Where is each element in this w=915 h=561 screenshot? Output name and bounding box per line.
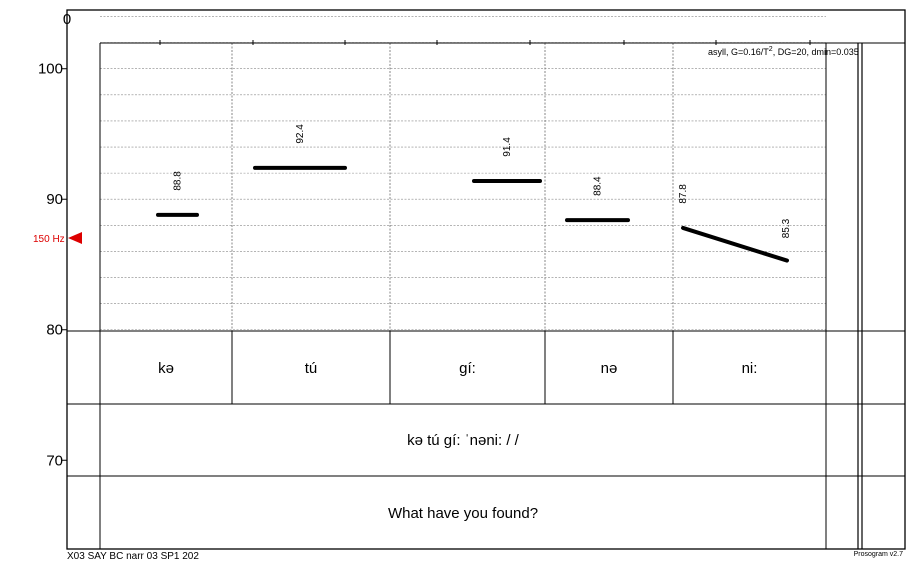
y-tick-label: 100 — [38, 61, 63, 78]
minor-grid — [100, 17, 826, 330]
reference-marker: 150 Hz — [33, 232, 82, 245]
syllable-label: kə — [158, 360, 174, 377]
syllable-label: nə — [601, 360, 618, 377]
syllable-tier: kə tú gí: nə ni: — [158, 360, 757, 377]
syllable-label: ni: — [742, 360, 758, 377]
syllable-label: gí: — [459, 360, 476, 377]
plot-frame — [67, 10, 905, 549]
pitch-value-label: 87.8 — [678, 184, 689, 204]
pitch-value-label: 92.4 — [295, 124, 306, 144]
pitch-value-label: 91.4 — [502, 137, 513, 157]
transcription: kə tú gí: ˈnəni: / / — [407, 432, 520, 449]
reference-label: 150 Hz — [33, 234, 65, 245]
header-note: asyll, G=0.16/T2, DG=20, dmin=0.035 — [708, 46, 859, 57]
reference-arrow-icon — [68, 232, 82, 244]
y-tick-label: 80 — [46, 322, 63, 339]
y-axis-top-label: 0 — [63, 11, 71, 28]
pitch-value-label: 88.8 — [173, 171, 184, 191]
y-tick-label: 70 — [46, 452, 63, 469]
pitch-value-label: 85.3 — [781, 218, 792, 238]
pitch-value-label: 88.4 — [593, 176, 604, 196]
syllable-boundaries — [100, 43, 862, 549]
translation: What have you found? — [388, 505, 538, 522]
y-tick-label: 90 — [46, 191, 63, 208]
pitch-nuclei — [158, 168, 787, 261]
header-note-a: asyll, G=0.16/T — [708, 47, 769, 57]
y-axis: 70 80 90 100 — [38, 61, 67, 470]
version-label: Prosogram v2.7 — [854, 551, 904, 558]
header-note-b: , DG=20, dmin=0.035 — [773, 47, 859, 57]
syllable-label: tú — [305, 360, 318, 377]
nucleus-5 — [683, 228, 787, 261]
file-label: X03 SAY BC narr 03 SP1 202 — [67, 551, 199, 561]
